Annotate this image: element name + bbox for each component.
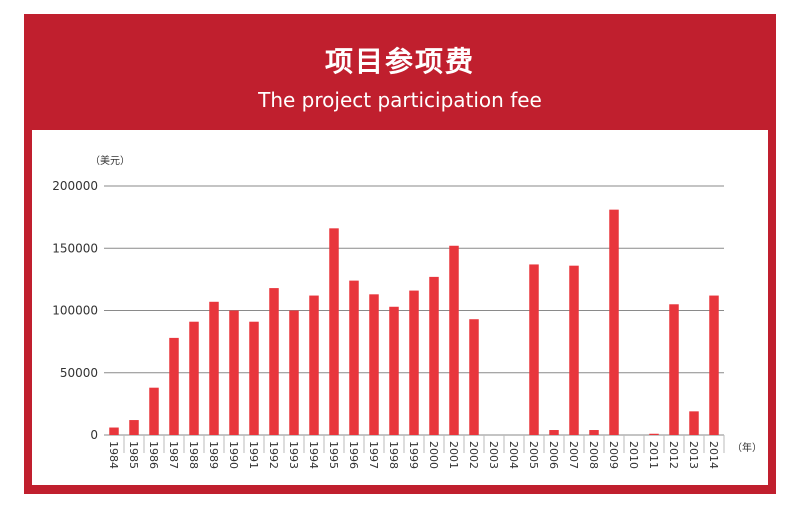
bar	[269, 288, 279, 435]
x-tick-label: 1993	[287, 441, 300, 469]
bar	[109, 427, 119, 435]
bar	[449, 245, 459, 435]
x-tick-label: 1995	[327, 441, 340, 469]
x-tick-label: 1989	[207, 441, 220, 469]
x-tick-label: 1984	[107, 441, 120, 469]
bar	[649, 433, 659, 435]
x-tick-label: 2009	[607, 441, 620, 469]
x-tick-label: 2013	[687, 441, 700, 469]
chart-frame: 项目参项费 The project participation fee （美元）…	[24, 14, 776, 494]
chart-subtitle: The project participation fee	[258, 88, 542, 112]
x-tick-label: 2007	[567, 441, 580, 469]
bar	[189, 321, 199, 435]
x-tick-label: 2012	[667, 441, 680, 469]
bar	[609, 209, 619, 435]
bar	[529, 264, 539, 435]
x-tick-label: 2000	[427, 441, 440, 469]
x-tick-label: 2004	[507, 441, 520, 469]
y-tick-label: 100000	[52, 304, 98, 318]
bar-chart: （美元） 0 50000 100000 150000 200000 1984 1985 1986…	[52, 154, 762, 469]
bar	[429, 276, 439, 435]
bar	[369, 294, 379, 435]
x-tick-label: 2006	[547, 441, 560, 469]
chart-title: 项目参项费	[324, 45, 475, 78]
x-tick-label: 1986	[147, 441, 160, 469]
bar	[129, 420, 139, 435]
bar	[249, 321, 259, 435]
chart-panel: （美元） 0 50000 100000 150000 200000 1984 1985 1986…	[32, 130, 768, 485]
bar	[689, 411, 699, 435]
x-tick-label: 1987	[167, 441, 180, 469]
x-tick-label: 1988	[187, 441, 200, 469]
bar	[309, 295, 319, 435]
x-tick-label: 1998	[387, 441, 400, 469]
bar	[409, 290, 419, 435]
bar	[469, 319, 479, 435]
x-tick-label: 1985	[127, 441, 140, 469]
x-tick-label: 2002	[467, 441, 480, 469]
bar	[589, 430, 599, 435]
x-tick-label: 2005	[527, 441, 540, 469]
bar	[549, 430, 559, 435]
x-tick-label: 1991	[247, 441, 260, 469]
y-tick-label: 0	[90, 428, 98, 442]
x-tick-label: 2003	[487, 441, 500, 469]
bar	[709, 295, 719, 435]
bar	[169, 337, 179, 435]
x-tick-label: 2011	[647, 441, 660, 469]
x-tick-label: 2008	[587, 441, 600, 469]
bar	[209, 301, 219, 435]
bar	[669, 304, 679, 435]
x-tick-label: 2014	[707, 441, 720, 469]
y-tick-label: 50000	[60, 366, 98, 380]
x-tick-label: 1999	[407, 441, 420, 469]
y-tick-label: 150000	[52, 241, 98, 255]
x-tick-label: 2010	[627, 441, 640, 469]
y-axis-label: （美元）	[90, 154, 130, 167]
x-axis-label: （年）	[732, 441, 762, 454]
x-tick-label: 1997	[367, 441, 380, 469]
bar	[569, 265, 579, 435]
bar	[289, 310, 299, 435]
bar	[389, 306, 399, 435]
y-tick-label: 200000	[52, 179, 98, 193]
bar	[329, 228, 339, 435]
x-tick-label: 1990	[227, 441, 240, 469]
bar	[229, 310, 239, 435]
x-tick-label: 1992	[267, 441, 280, 469]
bar	[349, 280, 359, 435]
x-tick-label: 1996	[347, 441, 360, 469]
bar	[149, 387, 159, 435]
x-tick-label: 2001	[447, 441, 460, 469]
x-tick-label: 1994	[307, 441, 320, 469]
